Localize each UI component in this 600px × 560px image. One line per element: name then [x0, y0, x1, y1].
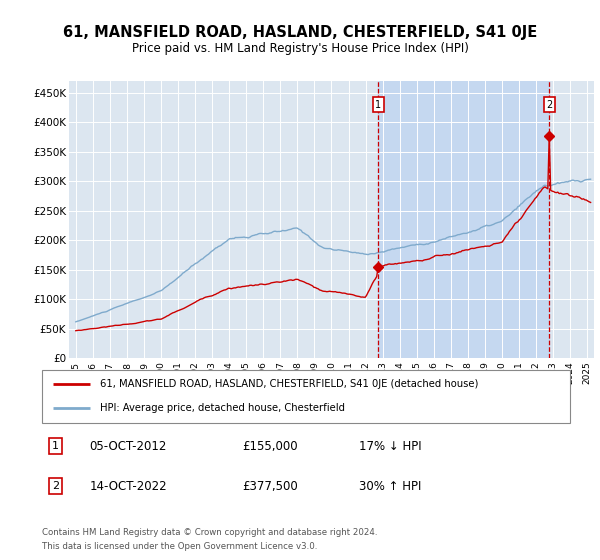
Text: 2: 2 — [546, 100, 553, 110]
Bar — [379, 81, 550, 358]
FancyBboxPatch shape — [42, 370, 570, 423]
Text: Contains HM Land Registry data © Crown copyright and database right 2024.: Contains HM Land Registry data © Crown c… — [42, 528, 377, 537]
Text: 61, MANSFIELD ROAD, HASLAND, CHESTERFIELD, S41 0JE (detached house): 61, MANSFIELD ROAD, HASLAND, CHESTERFIEL… — [100, 379, 478, 389]
Text: 1: 1 — [376, 100, 382, 110]
Text: £155,000: £155,000 — [242, 440, 298, 452]
Text: HPI: Average price, detached house, Chesterfield: HPI: Average price, detached house, Ches… — [100, 403, 345, 413]
Text: 17% ↓ HPI: 17% ↓ HPI — [359, 440, 421, 452]
Text: This data is licensed under the Open Government Licence v3.0.: This data is licensed under the Open Gov… — [42, 542, 317, 551]
Text: 05-OCT-2012: 05-OCT-2012 — [89, 440, 167, 452]
Text: 1: 1 — [52, 441, 59, 451]
Text: Price paid vs. HM Land Registry's House Price Index (HPI): Price paid vs. HM Land Registry's House … — [131, 42, 469, 55]
Text: 2: 2 — [52, 481, 59, 491]
Text: 30% ↑ HPI: 30% ↑ HPI — [359, 480, 421, 493]
Text: £377,500: £377,500 — [242, 480, 298, 493]
Text: 61, MANSFIELD ROAD, HASLAND, CHESTERFIELD, S41 0JE: 61, MANSFIELD ROAD, HASLAND, CHESTERFIEL… — [63, 25, 537, 40]
Text: 14-OCT-2022: 14-OCT-2022 — [89, 480, 167, 493]
